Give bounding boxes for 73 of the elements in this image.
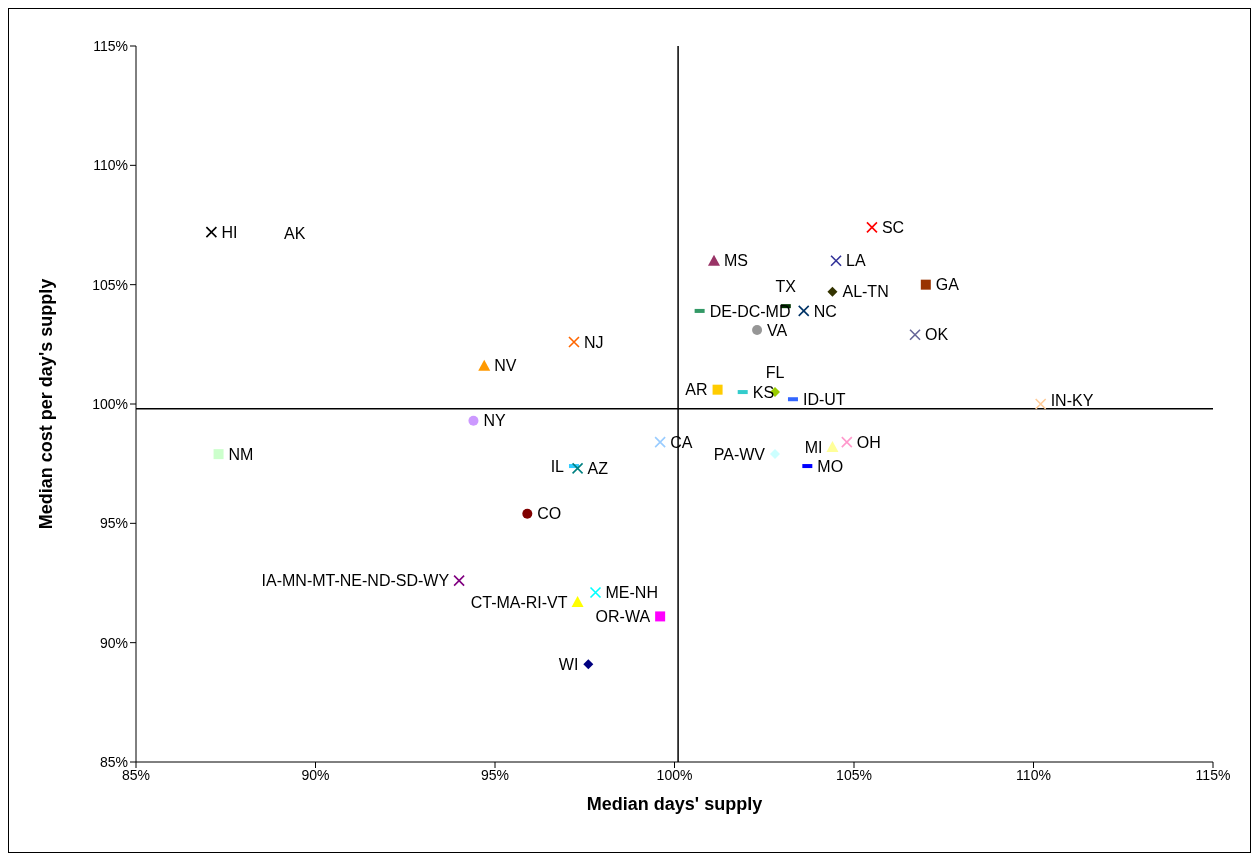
series-label: MS xyxy=(723,252,748,270)
point xyxy=(571,462,584,475)
point xyxy=(770,449,781,460)
series-label: KS xyxy=(752,383,775,401)
series-label: PA-WV xyxy=(713,445,766,463)
x-axis-title: Median days' supply xyxy=(586,794,763,814)
series-label: CO xyxy=(537,505,562,523)
series-label: TX xyxy=(775,277,797,295)
point xyxy=(478,359,491,371)
point xyxy=(827,286,838,297)
series-label: ME-NH xyxy=(605,584,658,602)
series-label: GA xyxy=(935,276,960,294)
series-label: SC xyxy=(881,218,905,236)
series-label: MI xyxy=(804,438,823,456)
x-tick-label: 105% xyxy=(836,766,872,783)
series-label: WI xyxy=(558,655,579,673)
point xyxy=(589,586,602,599)
series-label: NJ xyxy=(583,333,604,351)
x-tick-label: 115% xyxy=(1195,766,1231,783)
point xyxy=(712,384,723,395)
x-tick-label: 100% xyxy=(656,766,693,783)
y-tick-label: 110% xyxy=(93,157,128,174)
series-label: CT-MA-RI-VT xyxy=(470,593,568,611)
point xyxy=(830,255,842,267)
series-label: IA-MN-MT-NE-ND-SD-WY xyxy=(261,572,450,590)
point xyxy=(797,305,810,317)
point xyxy=(707,254,720,266)
point xyxy=(568,336,580,348)
point xyxy=(654,436,666,448)
series-label: VA xyxy=(767,321,788,339)
series-label: IN-KY xyxy=(1050,391,1094,409)
y-tick-label: 90% xyxy=(99,634,128,651)
series-label: MO xyxy=(817,457,844,475)
point xyxy=(213,449,224,460)
series-label: OR-WA xyxy=(595,608,651,626)
point xyxy=(655,611,666,622)
series-label: NC xyxy=(813,302,837,320)
y-axis-title: Median cost per day's supply xyxy=(36,278,57,530)
series-label: HI xyxy=(221,223,238,241)
point xyxy=(909,328,921,341)
series-label: NY xyxy=(483,412,507,430)
point xyxy=(920,279,931,290)
point xyxy=(571,596,584,608)
point xyxy=(522,508,533,519)
series-label: FL xyxy=(765,363,785,381)
x-tick-label: 90% xyxy=(301,766,330,783)
point xyxy=(752,325,763,336)
y-tick-label: 105% xyxy=(92,276,128,293)
series-label: NM xyxy=(228,445,254,463)
series-label: ID-UT xyxy=(802,390,846,408)
point xyxy=(826,440,839,452)
series-label: NV xyxy=(494,357,517,375)
series-label: AR xyxy=(685,381,708,399)
point xyxy=(205,226,218,238)
y-tick-label: 115% xyxy=(93,37,128,54)
series-label: AL-TN xyxy=(842,283,889,301)
x-tick-label: 95% xyxy=(480,766,510,783)
annotation: AK xyxy=(284,225,306,243)
y-tick-label: 95% xyxy=(99,515,128,532)
point xyxy=(583,659,594,670)
series-label: LA xyxy=(846,252,866,270)
point xyxy=(468,415,479,426)
y-tick-label: 100% xyxy=(92,395,128,412)
point xyxy=(453,574,465,587)
x-tick-label: 110% xyxy=(1016,766,1051,783)
series-label: AZ xyxy=(587,460,609,478)
point xyxy=(866,221,878,234)
series-label: OH xyxy=(856,433,881,451)
series-label: IL xyxy=(550,457,565,475)
point xyxy=(841,436,853,448)
series-label: OK xyxy=(925,326,949,344)
point xyxy=(1034,398,1047,410)
series-label: DE-DC-MD xyxy=(709,302,791,320)
